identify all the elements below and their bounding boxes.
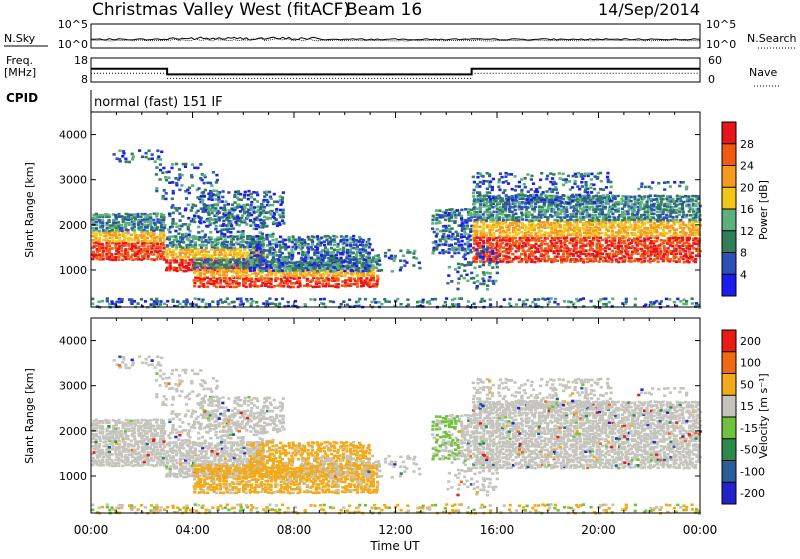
noise-tick-bottom-left: 10^0	[58, 38, 88, 51]
freq-label-line2: [MHz]	[4, 66, 36, 79]
colorbar-swatch	[722, 231, 736, 253]
power-colorbar-label: Power [dB]	[757, 180, 770, 240]
velocity-colorbar-tick: -200	[740, 487, 765, 500]
colorbar-swatch	[722, 395, 736, 417]
colorbar-swatch	[722, 439, 736, 461]
y-tick-label: 1000	[59, 264, 87, 277]
noise-tick-top-left: 10^5	[58, 18, 88, 31]
velocity-heatmap-data	[91, 355, 702, 514]
noise-left-label: N.Sky	[4, 32, 36, 45]
colorbar-swatch	[722, 122, 736, 144]
velocity-colorbar-tick: 50	[740, 378, 754, 391]
colorbar-swatch	[722, 144, 736, 166]
colorbar-swatch	[722, 166, 736, 188]
y-tick-label: 3000	[59, 174, 87, 187]
power-colorbar-tick: 16	[740, 203, 754, 216]
noise-traces	[91, 37, 700, 41]
x-tick-label: 20:00	[581, 523, 616, 537]
power-colorbar-tick: 8	[740, 247, 747, 260]
velocity-colorbar-tick: -15	[740, 422, 758, 435]
y-tick-label: 2000	[59, 219, 87, 232]
colorbar-swatch	[722, 330, 736, 352]
noise-panel-frame	[91, 24, 700, 48]
colorbar-swatch	[722, 187, 736, 209]
cpid-mode: normal (fast) 151 IF	[94, 95, 223, 110]
beam-label: Beam 16	[346, 0, 422, 20]
colorbar-swatch	[722, 209, 736, 231]
y-tick-label: 4000	[59, 129, 87, 142]
power-ylabel: Slant Range [km]	[23, 162, 36, 258]
x-axis-tick-labels: 00:00 04:00 08:00 12:00 16:00 20:00 00:00	[74, 523, 718, 537]
y-tick-label: 2000	[59, 425, 87, 438]
noise-tick-top-right: 10^5	[706, 18, 736, 31]
velocity-colorbar-tick: 15	[740, 400, 754, 413]
freq-traces	[91, 69, 700, 79]
colorbar-swatch	[722, 461, 736, 483]
power-colorbar-tick: 12	[740, 225, 754, 238]
velocity-colorbar-tick: 200	[740, 335, 761, 348]
freq-tick-top: 18	[74, 54, 88, 67]
colorbar-swatch	[722, 482, 736, 504]
cpid-label: CPID	[6, 91, 38, 105]
x-tick-label: 00:00	[683, 523, 718, 537]
colorbar-swatch	[722, 274, 736, 296]
power-colorbar-tick: 20	[740, 181, 754, 194]
y-tick-label: 4000	[59, 335, 87, 348]
frequency-trace	[91, 69, 700, 75]
power-colorbar-tick: 24	[740, 160, 754, 173]
nave-label: Nave	[749, 66, 777, 79]
power-heatmap-data	[91, 149, 702, 308]
x-tick-label: 08:00	[277, 523, 312, 537]
velocity-colorbar-tick: -50	[740, 444, 758, 457]
velocity-colorbar-tick: -100	[740, 465, 765, 478]
nave-tick-bottom: 0	[708, 73, 715, 86]
noise-tick-bottom-right: 10^0	[706, 38, 736, 51]
colorbar-swatch	[722, 253, 736, 275]
velocity-colorbar-label: Velocity [m s⁻¹]	[757, 373, 770, 458]
date-label: 14/Sep/2014	[598, 0, 700, 19]
velocity-colorbar-tick: 100	[740, 357, 761, 370]
y-tick-label: 3000	[59, 380, 87, 393]
freq-tick-bottom: 8	[81, 73, 88, 86]
noise-right-label: N.Search	[747, 32, 797, 45]
nave-tick-top: 60	[708, 54, 722, 67]
colorbar-swatch	[722, 374, 736, 396]
power-colorbar-tick: 4	[740, 268, 747, 281]
colorbar-swatch	[722, 352, 736, 374]
velocity-ylabel: Slant Range [km]	[23, 368, 36, 464]
x-tick-label: 04:00	[175, 523, 210, 537]
x-tick-label: 16:00	[480, 523, 515, 537]
power-colorbar-tick: 28	[740, 138, 754, 151]
x-tick-label: 00:00	[74, 523, 109, 537]
x-axis-label: Time UT	[369, 539, 420, 553]
power-colorbar: 4 8 12 16 20 24 28	[722, 122, 754, 297]
x-tick-label: 12:00	[378, 523, 413, 537]
colorbar-swatch	[722, 417, 736, 439]
plot-title: Christmas Valley West (fitACF)	[92, 0, 350, 20]
y-tick-label: 1000	[59, 470, 87, 483]
